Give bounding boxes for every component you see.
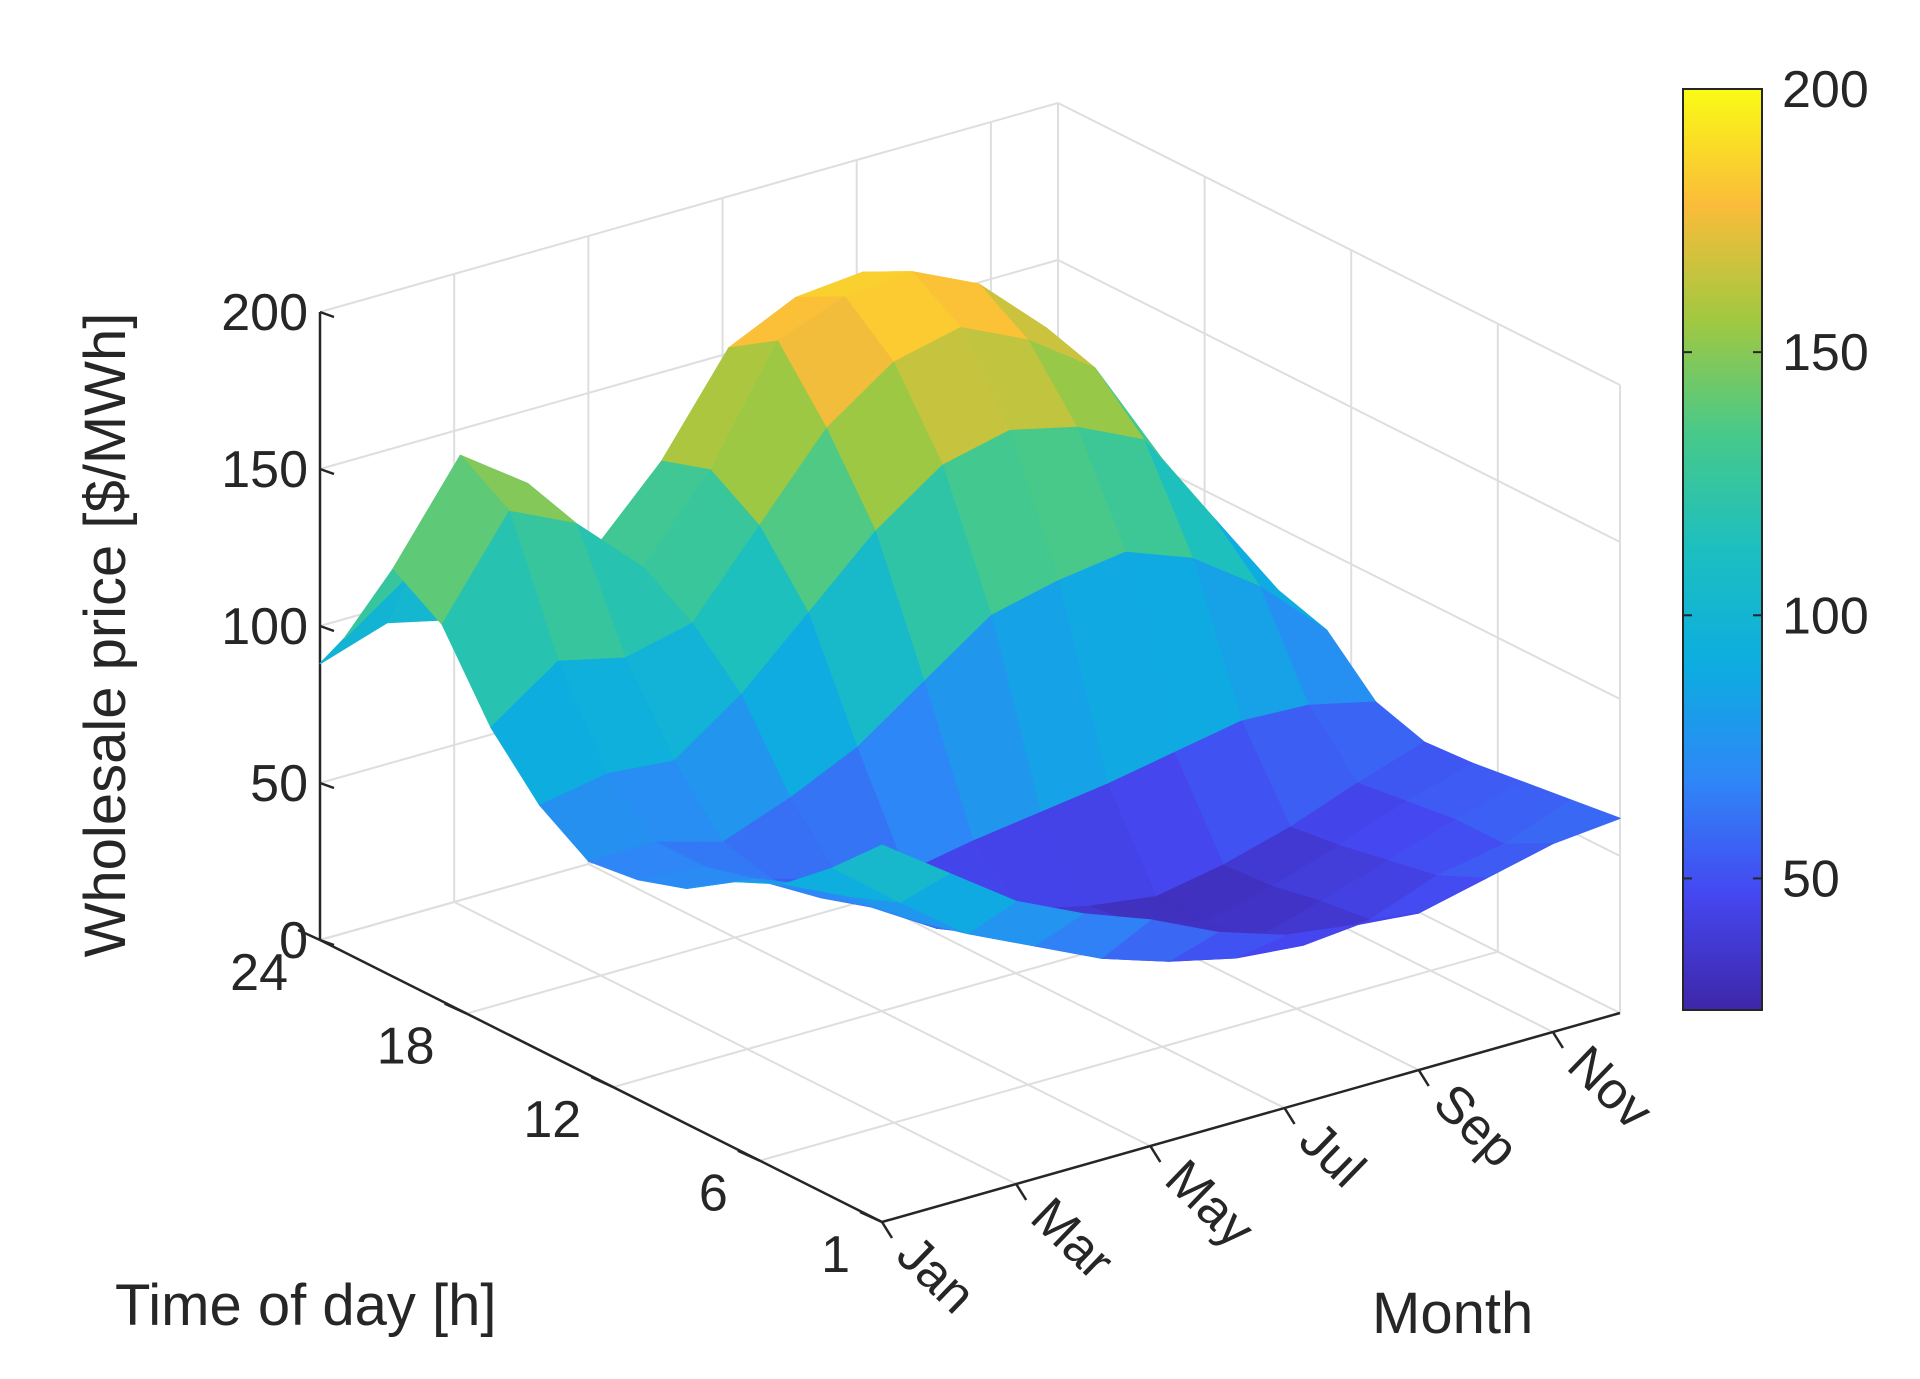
y-axis-label: Time of day [h]: [115, 1273, 496, 1338]
x-tick-label: Jul: [1288, 1111, 1376, 1199]
x-tick-mark: [880, 1221, 894, 1239]
x-axis-line: [881, 1011, 1621, 1224]
grid-line: [453, 901, 1017, 1185]
y-axis-ticks: 1 6 12 18 24: [230, 928, 883, 1284]
z-tick-label: 150: [221, 441, 308, 499]
colorbar-tick-label: 200: [1782, 61, 1869, 119]
grid-line: [587, 863, 1151, 1147]
x-tick-label: Jan: [886, 1225, 987, 1325]
grid-line: [759, 950, 1499, 1162]
y-tick-mark: [590, 1075, 614, 1089]
grid-line: [1057, 259, 1621, 543]
colorbar-ticks: 50 100 150 200: [1683, 61, 1869, 908]
surface-patches: [319, 271, 1621, 962]
y-tick-label: 18: [377, 1018, 435, 1076]
colorbar-tick-label: 100: [1782, 587, 1869, 645]
z-tick-mark: [319, 467, 335, 476]
y-tick-label: 1: [821, 1226, 850, 1284]
z-tick-label: 50: [250, 755, 308, 813]
grid-line: [319, 102, 1059, 313]
z-tick-label: 200: [221, 284, 308, 342]
y-tick-mark: [737, 1149, 761, 1162]
z-tick-mark: [319, 938, 335, 947]
y-tick-label: 6: [699, 1165, 728, 1223]
x-tick-mark: [1283, 1107, 1296, 1125]
z-tick-label: 100: [221, 598, 308, 656]
y-tick-mark: [859, 1210, 883, 1224]
x-tick-label: Mar: [1020, 1187, 1125, 1291]
colorbar-tick-label: 50: [1782, 850, 1840, 908]
colorbar-tick-label: 150: [1782, 324, 1869, 382]
x-tick-mark: [1149, 1145, 1162, 1163]
colorbar-bar: [1682, 88, 1763, 1011]
x-axis-ticks: Jan Mar May Jul Sep Nov: [880, 1031, 1664, 1325]
x-tick-mark: [1551, 1031, 1564, 1049]
x-tick-label: Nov: [1557, 1035, 1664, 1141]
x-tick-label: Sep: [1422, 1073, 1529, 1179]
z-axis-ticks: 0 50 100 150 200: [221, 284, 335, 970]
x-axis-label: Month: [1372, 1281, 1533, 1346]
z-axis-label: Wholesale price [$/MWh]: [73, 313, 138, 958]
z-tick-mark: [319, 310, 335, 319]
x-tick-label: May: [1154, 1149, 1265, 1259]
z-tick-label: 0: [279, 912, 308, 970]
x-tick-mark: [1015, 1183, 1028, 1201]
y-tick-mark: [444, 1002, 468, 1015]
y-tick-mark: [297, 928, 321, 942]
surface-patch: [832, 844, 950, 903]
y-tick-label: 12: [523, 1091, 581, 1149]
z-tick-mark: [319, 624, 335, 633]
z-tick-mark: [319, 781, 335, 790]
colorbar: 50 100 150 200: [1682, 61, 1869, 1011]
x-tick-mark: [1417, 1069, 1430, 1087]
grid-line: [1057, 102, 1621, 386]
y-tick-label: 24: [230, 944, 288, 1002]
